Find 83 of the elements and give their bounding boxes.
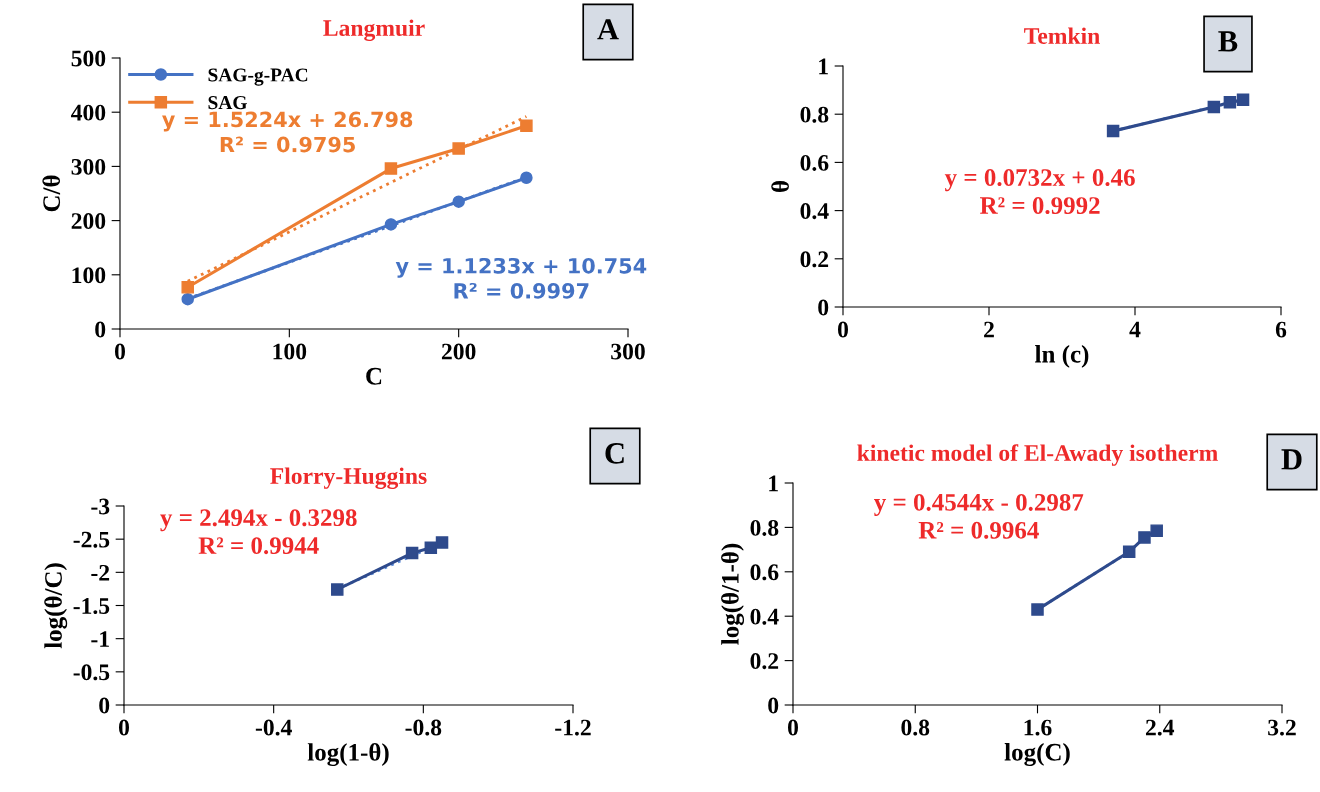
chart-title: kinetic model of El-Awady isotherm [857,444,1218,466]
y-tick-label: 0.8 [800,106,829,123]
y-axis-title: θ [771,181,789,192]
point [1122,545,1136,559]
annotation: y = 0.0732x + 0.46 R² = 0.9992 [944,169,1135,215]
y-tick-label: 500 [71,50,106,67]
legend-label: SAG-g-PAC [208,68,308,86]
x-tick-label: -0.8 [405,719,442,736]
x-axis-title: ln (c) [1035,345,1089,368]
y-tick-label: 0.8 [750,519,779,536]
y-tick-label: 1 [769,475,778,492]
y-tick-label: -1.5 [73,598,110,615]
y-tick-label: -1 [91,631,109,647]
legend-label: SAG [208,96,247,110]
point [452,142,465,155]
x-tick-label: 0 [788,719,798,736]
x-tick-label: 0 [838,321,848,338]
y-axis-title: log(θ/C) [44,563,68,649]
y-tick-label: -0.5 [73,664,110,681]
y-tick-label: 0 [818,299,829,316]
point [1223,95,1237,109]
y-tick-label: 0.4 [750,608,779,625]
point [1031,603,1044,616]
y-tick-label: 0.6 [800,154,829,171]
annotation: y = 1.5224x + 26.798 R² = 0.9795 [162,111,413,153]
x-tick-label: 200 [441,343,476,360]
x-tick-label: 2.4 [1145,719,1175,736]
y-tick-label: -3 [91,498,110,515]
x-tick-label: 0 [119,719,129,736]
x-axis-title: C [366,367,382,385]
text: D [1281,449,1302,470]
point [520,119,533,133]
x-tick-label: 2 [984,321,994,338]
y-tick-label: 0.2 [750,653,779,670]
point [435,536,449,549]
point [1207,100,1221,114]
y-tick-label: 300 [71,158,106,175]
chart-title: Langmuir [323,19,425,41]
point [1138,531,1151,544]
y-tick-label: 1 [819,58,828,75]
annotation: y = 1.1233x + 10.754 R² = 0.9997 [395,257,647,299]
text: B [1218,31,1238,52]
y-tick-label: 0.4 [800,203,829,220]
annotation: y = 0.4544x - 0.2987 R² = 0.9964 [874,493,1084,539]
y-tick-label: 200 [71,213,106,230]
x-tick-label: 4 [1129,321,1141,338]
point [331,583,344,596]
point [405,546,419,560]
x-tick-label: -0.4 [255,719,292,736]
y-axis-title: C/θ [42,175,61,212]
y-tick-label: 0.6 [750,564,779,581]
annotation: y = 2.494x - 0.3298 R² = 0.9944 [160,509,357,555]
x-tick-label: 1.6 [1024,719,1052,736]
point [520,171,533,185]
chart-title: Temkin [1024,27,1100,44]
text: A [597,19,619,40]
x-tick-label: -1.2 [555,719,591,736]
point [181,281,194,294]
point [1150,524,1163,537]
y-tick-label: 100 [72,267,106,284]
point [1236,93,1250,106]
x-tick-label: 0.8 [901,719,930,736]
x-tick-label: 100 [273,343,307,360]
point [452,195,465,208]
y-tick-label: 0 [99,697,110,714]
point [384,218,398,231]
x-tick-label: 6 [1275,321,1287,338]
point [384,162,398,175]
y-tick-label: 0 [768,697,779,714]
y-tick-label: 0.2 [800,251,829,268]
text: C [605,443,624,464]
x-tick-label: 0 [115,343,125,360]
y-tick-label: -2.5 [73,531,110,548]
y-tick-label: 400 [71,104,106,121]
x-tick-label: 300 [611,343,645,360]
x-axis-title: log(C) [1004,743,1070,766]
y-tick-label: -2 [91,564,110,581]
x-axis-title: log(1-θ) [307,743,389,767]
point [1106,124,1120,138]
y-axis-title: log(θ/1-θ) [721,543,745,645]
chart-title: Florry-Huggins [270,467,427,489]
point [181,292,194,306]
x-tick-label: 3.2 [1268,719,1296,736]
